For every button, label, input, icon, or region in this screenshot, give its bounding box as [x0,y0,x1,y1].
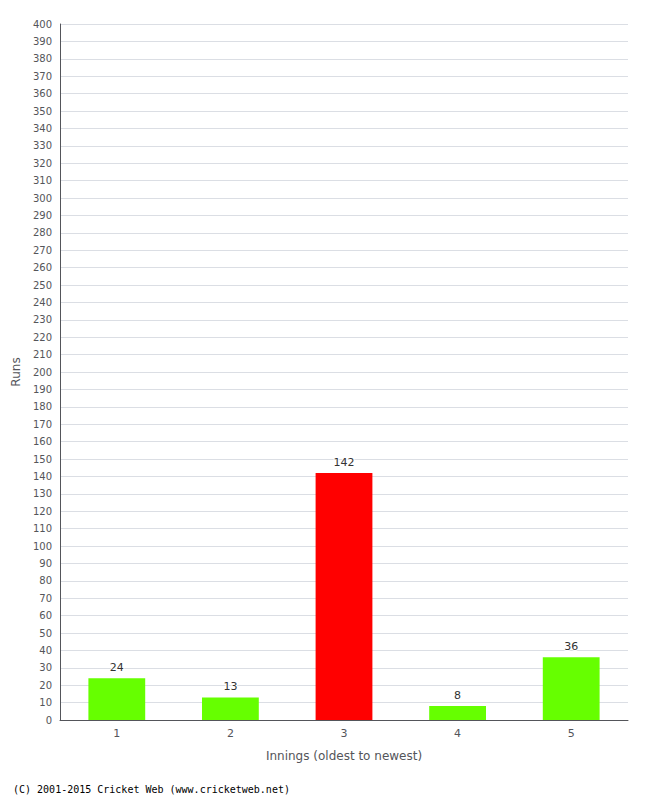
svg-text:390: 390 [33,36,52,47]
svg-text:5: 5 [568,727,575,740]
svg-text:36: 36 [564,640,578,653]
svg-text:200: 200 [33,367,52,378]
svg-text:250: 250 [33,280,52,291]
svg-text:230: 230 [33,314,52,325]
svg-text:13: 13 [223,680,237,693]
svg-text:8: 8 [454,689,461,702]
svg-text:0: 0 [46,715,52,726]
svg-text:350: 350 [33,106,52,117]
svg-text:170: 170 [33,419,52,430]
svg-text:380: 380 [33,53,52,64]
svg-text:150: 150 [33,454,52,465]
svg-text:24: 24 [110,661,124,674]
svg-text:310: 310 [33,175,52,186]
svg-text:2: 2 [227,727,234,740]
svg-text:100: 100 [33,541,52,552]
svg-text:220: 220 [33,332,52,343]
svg-text:142: 142 [334,456,355,469]
svg-text:240: 240 [33,297,52,308]
svg-text:270: 270 [33,245,52,256]
svg-text:330: 330 [33,140,52,151]
svg-text:90: 90 [39,558,52,569]
svg-text:300: 300 [33,193,52,204]
svg-text:1: 1 [113,727,120,740]
svg-text:320: 320 [33,158,52,169]
svg-text:190: 190 [33,384,52,395]
svg-text:50: 50 [39,628,52,639]
svg-text:140: 140 [33,471,52,482]
svg-text:360: 360 [33,88,52,99]
svg-text:210: 210 [33,349,52,360]
svg-text:280: 280 [33,227,52,238]
svg-text:370: 370 [33,71,52,82]
svg-text:290: 290 [33,210,52,221]
svg-text:130: 130 [33,488,52,499]
svg-text:10: 10 [39,697,52,708]
svg-text:4: 4 [454,727,461,740]
svg-text:400: 400 [33,19,52,30]
svg-text:160: 160 [33,436,52,447]
svg-text:110: 110 [33,523,52,534]
svg-text:20: 20 [39,680,52,691]
svg-text:70: 70 [39,593,52,604]
svg-text:3: 3 [341,727,348,740]
svg-text:120: 120 [33,506,52,517]
svg-text:60: 60 [39,610,52,621]
svg-text:Runs: Runs [9,357,23,386]
svg-text:40: 40 [39,645,52,656]
svg-text:30: 30 [39,662,52,673]
svg-text:80: 80 [39,575,52,586]
svg-text:180: 180 [33,401,52,412]
svg-text:Innings (oldest to newest): Innings (oldest to newest) [266,749,422,763]
svg-text:340: 340 [33,123,52,134]
svg-text:(C) 2001-2015 Cricket Web (www: (C) 2001-2015 Cricket Web (www.cricketwe… [13,784,290,795]
svg-text:260: 260 [33,262,52,273]
